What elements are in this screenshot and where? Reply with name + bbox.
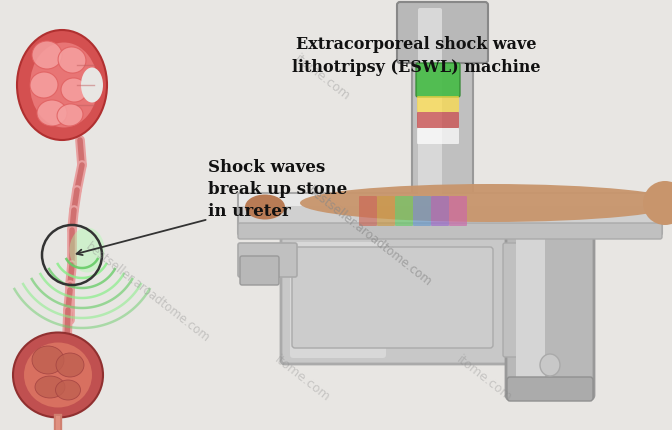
FancyBboxPatch shape <box>506 226 594 399</box>
FancyBboxPatch shape <box>238 223 662 239</box>
FancyBboxPatch shape <box>395 196 413 226</box>
FancyBboxPatch shape <box>412 7 473 198</box>
Ellipse shape <box>81 68 103 102</box>
FancyBboxPatch shape <box>377 196 395 226</box>
FancyBboxPatch shape <box>359 196 377 226</box>
Text: Extracorporeal shock wave
lithotripsy (ESWL) machine: Extracorporeal shock wave lithotripsy (E… <box>292 36 541 76</box>
FancyBboxPatch shape <box>281 236 509 364</box>
Text: itome.com: itome.com <box>272 353 333 404</box>
Text: bestseller.aroadtome.com: bestseller.aroadtome.com <box>83 240 212 345</box>
FancyBboxPatch shape <box>503 243 522 357</box>
FancyBboxPatch shape <box>240 256 279 285</box>
Text: itome.com: itome.com <box>454 353 514 404</box>
Ellipse shape <box>30 72 58 98</box>
Ellipse shape <box>24 343 92 408</box>
FancyBboxPatch shape <box>417 128 459 144</box>
FancyBboxPatch shape <box>507 377 593 401</box>
Ellipse shape <box>13 332 103 418</box>
Ellipse shape <box>32 41 62 69</box>
Circle shape <box>643 181 672 225</box>
Ellipse shape <box>32 346 64 374</box>
FancyBboxPatch shape <box>418 8 442 197</box>
Ellipse shape <box>245 194 285 219</box>
FancyBboxPatch shape <box>292 247 493 348</box>
Ellipse shape <box>540 354 560 376</box>
Text: bestseller.aroadtome.com: bestseller.aroadtome.com <box>305 184 434 289</box>
FancyBboxPatch shape <box>431 196 449 226</box>
FancyBboxPatch shape <box>397 2 488 63</box>
Ellipse shape <box>17 30 107 140</box>
Ellipse shape <box>58 47 86 73</box>
FancyBboxPatch shape <box>290 242 386 358</box>
FancyBboxPatch shape <box>413 196 431 226</box>
Ellipse shape <box>69 227 105 273</box>
Ellipse shape <box>30 43 98 128</box>
FancyBboxPatch shape <box>516 233 545 392</box>
FancyBboxPatch shape <box>417 112 459 128</box>
Text: itome.com: itome.com <box>292 52 353 103</box>
FancyBboxPatch shape <box>449 196 467 226</box>
FancyBboxPatch shape <box>417 96 459 112</box>
Ellipse shape <box>57 104 83 126</box>
Ellipse shape <box>300 184 672 222</box>
Ellipse shape <box>61 78 87 102</box>
FancyBboxPatch shape <box>238 243 297 277</box>
Text: Shock waves
break up stone
in ureter: Shock waves break up stone in ureter <box>208 159 347 220</box>
Ellipse shape <box>35 376 65 398</box>
Text: bestseller.aroadtome.com: bestseller.aroadtome.com <box>305 184 434 289</box>
FancyBboxPatch shape <box>238 193 662 235</box>
FancyBboxPatch shape <box>239 194 661 206</box>
Ellipse shape <box>56 380 81 400</box>
FancyBboxPatch shape <box>416 63 460 97</box>
Ellipse shape <box>37 100 67 126</box>
Ellipse shape <box>56 353 84 377</box>
